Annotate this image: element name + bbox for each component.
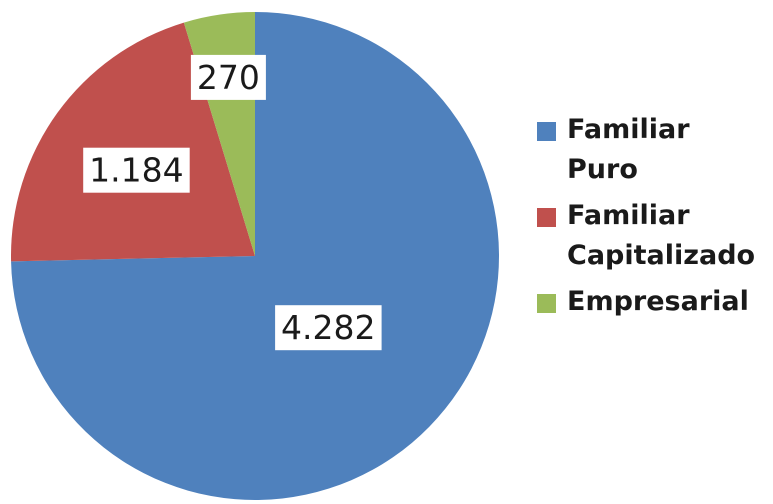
data-label-familiar-puro: 4.282	[275, 305, 382, 351]
legend-item-familiar-capitalizado: Familiar Capitalizado	[537, 196, 773, 276]
data-label-box-familiar-puro	[275, 305, 382, 351]
pie-slice-familiar-puro	[11, 11, 500, 500]
legend-label-familiar-puro: Familiar Puro	[567, 114, 690, 185]
legend-swatch-familiar-puro	[537, 122, 556, 141]
legend-label-familiar-capitalizado: Familiar Capitalizado	[567, 200, 756, 271]
data-label-box-familiar-capitalizado	[83, 147, 190, 193]
legend-item-empresarial: Empresarial	[537, 282, 773, 322]
data-label-text-empresarial: 270	[197, 58, 260, 97]
legend-item-familiar-puro: Familiar Puro	[537, 110, 773, 190]
legend-swatch-empresarial	[537, 294, 556, 313]
data-label-empresarial: 270	[190, 54, 266, 100]
data-label-box-empresarial	[190, 54, 266, 100]
legend-label-empresarial: Empresarial	[567, 286, 749, 317]
data-label-familiar-capitalizado: 1.184	[83, 147, 190, 193]
chart-legend: Familiar Puro Familiar Capitalizado Empr…	[537, 110, 773, 328]
data-label-text-familiar-puro: 4.282	[281, 308, 375, 347]
legend-swatch-familiar-capitalizado	[537, 208, 556, 227]
data-label-text-familiar-capitalizado: 1.184	[89, 151, 183, 190]
